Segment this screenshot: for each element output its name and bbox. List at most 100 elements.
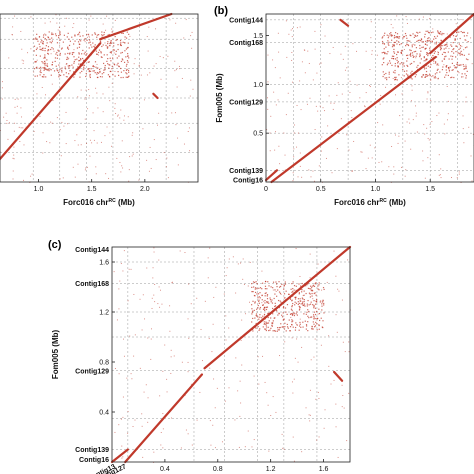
match-dot [153,451,155,453]
match-dot [78,33,80,35]
match-dot [406,121,408,123]
match-dot [159,395,161,397]
match-dot [121,32,123,34]
match-dot [123,70,125,72]
match-dot [59,68,61,70]
match-dot [252,281,255,283]
match-dot [272,396,274,398]
match-dot [406,40,408,42]
x-tick-label: 1.2 [266,466,276,473]
match-dot [410,55,412,57]
match-dot [191,444,193,446]
match-dot [327,125,329,127]
match-dot [43,60,46,63]
match-dot [302,304,304,306]
match-dot [314,129,316,131]
match-dot [349,91,351,93]
match-dot [439,31,442,33]
match-dot [167,55,169,57]
contig-label-y: Contig144 [229,17,263,24]
match-dot [63,125,65,127]
match-dot [317,313,319,315]
match-dot [86,142,88,144]
match-dot [41,76,43,78]
match-dot [255,287,257,289]
match-dot [33,68,36,70]
match-dot [283,293,286,295]
match-dot [409,34,411,36]
match-dot [171,112,173,114]
match-dot [396,40,398,42]
match-dot [320,344,322,346]
match-dot [447,74,449,77]
match-dot [114,19,116,21]
match-dot [318,397,320,399]
match-dot [342,395,344,397]
match-dot [125,65,128,67]
match-dot [317,288,319,290]
match-dot [415,50,417,53]
match-dot [131,134,133,136]
match-dot [370,21,372,23]
match-dot [453,65,455,67]
match-dot [257,325,259,328]
alignment-segment [152,92,159,100]
match-dot [44,57,46,59]
match-dot [104,64,106,67]
match-dot [261,302,263,304]
match-dot [425,67,427,69]
match-dot [106,15,108,17]
match-dot [51,61,54,63]
match-dot [115,50,117,52]
match-dot [34,75,36,77]
match-dot [118,424,120,426]
match-dot [383,42,385,44]
match-dot [369,144,371,146]
match-dot [296,314,298,316]
match-dot [50,42,53,44]
match-dot [44,33,46,35]
match-dot [150,167,152,169]
match-dot [291,51,293,53]
match-dot [284,169,286,171]
match-dot [158,112,160,114]
match-dot [422,16,424,18]
match-dot [23,60,25,62]
match-dot [292,290,294,292]
y-axis-label: Fom005 (Mb) [215,73,224,123]
match-dot [183,143,185,145]
match-dot [58,37,60,39]
match-dot [112,73,114,76]
match-dot [266,301,268,303]
match-dot [303,313,305,315]
panel-label: (c) [48,239,62,251]
match-dot [270,286,272,288]
match-dot [179,250,181,252]
match-dot [445,47,447,49]
match-dot [428,139,430,141]
match-dot [313,311,316,313]
match-dot [415,112,417,114]
match-dot [44,22,46,24]
match-dot [273,330,276,332]
match-dot [446,33,448,35]
match-dot [433,62,435,64]
match-dot [53,50,55,52]
match-dot [68,38,70,40]
match-dot [82,35,84,37]
match-dot [311,295,313,297]
match-dot [280,293,282,295]
match-dot [112,57,114,59]
match-dot [348,341,350,343]
match-dot [385,53,387,55]
match-dot [292,172,294,174]
match-dot [109,43,111,45]
match-dot [410,62,413,65]
match-dot [425,47,427,49]
match-dot [461,76,463,78]
match-dot [73,60,75,63]
match-dot [59,129,61,131]
match-dot [343,407,345,409]
match-dot [446,65,448,67]
match-dot [394,76,396,79]
